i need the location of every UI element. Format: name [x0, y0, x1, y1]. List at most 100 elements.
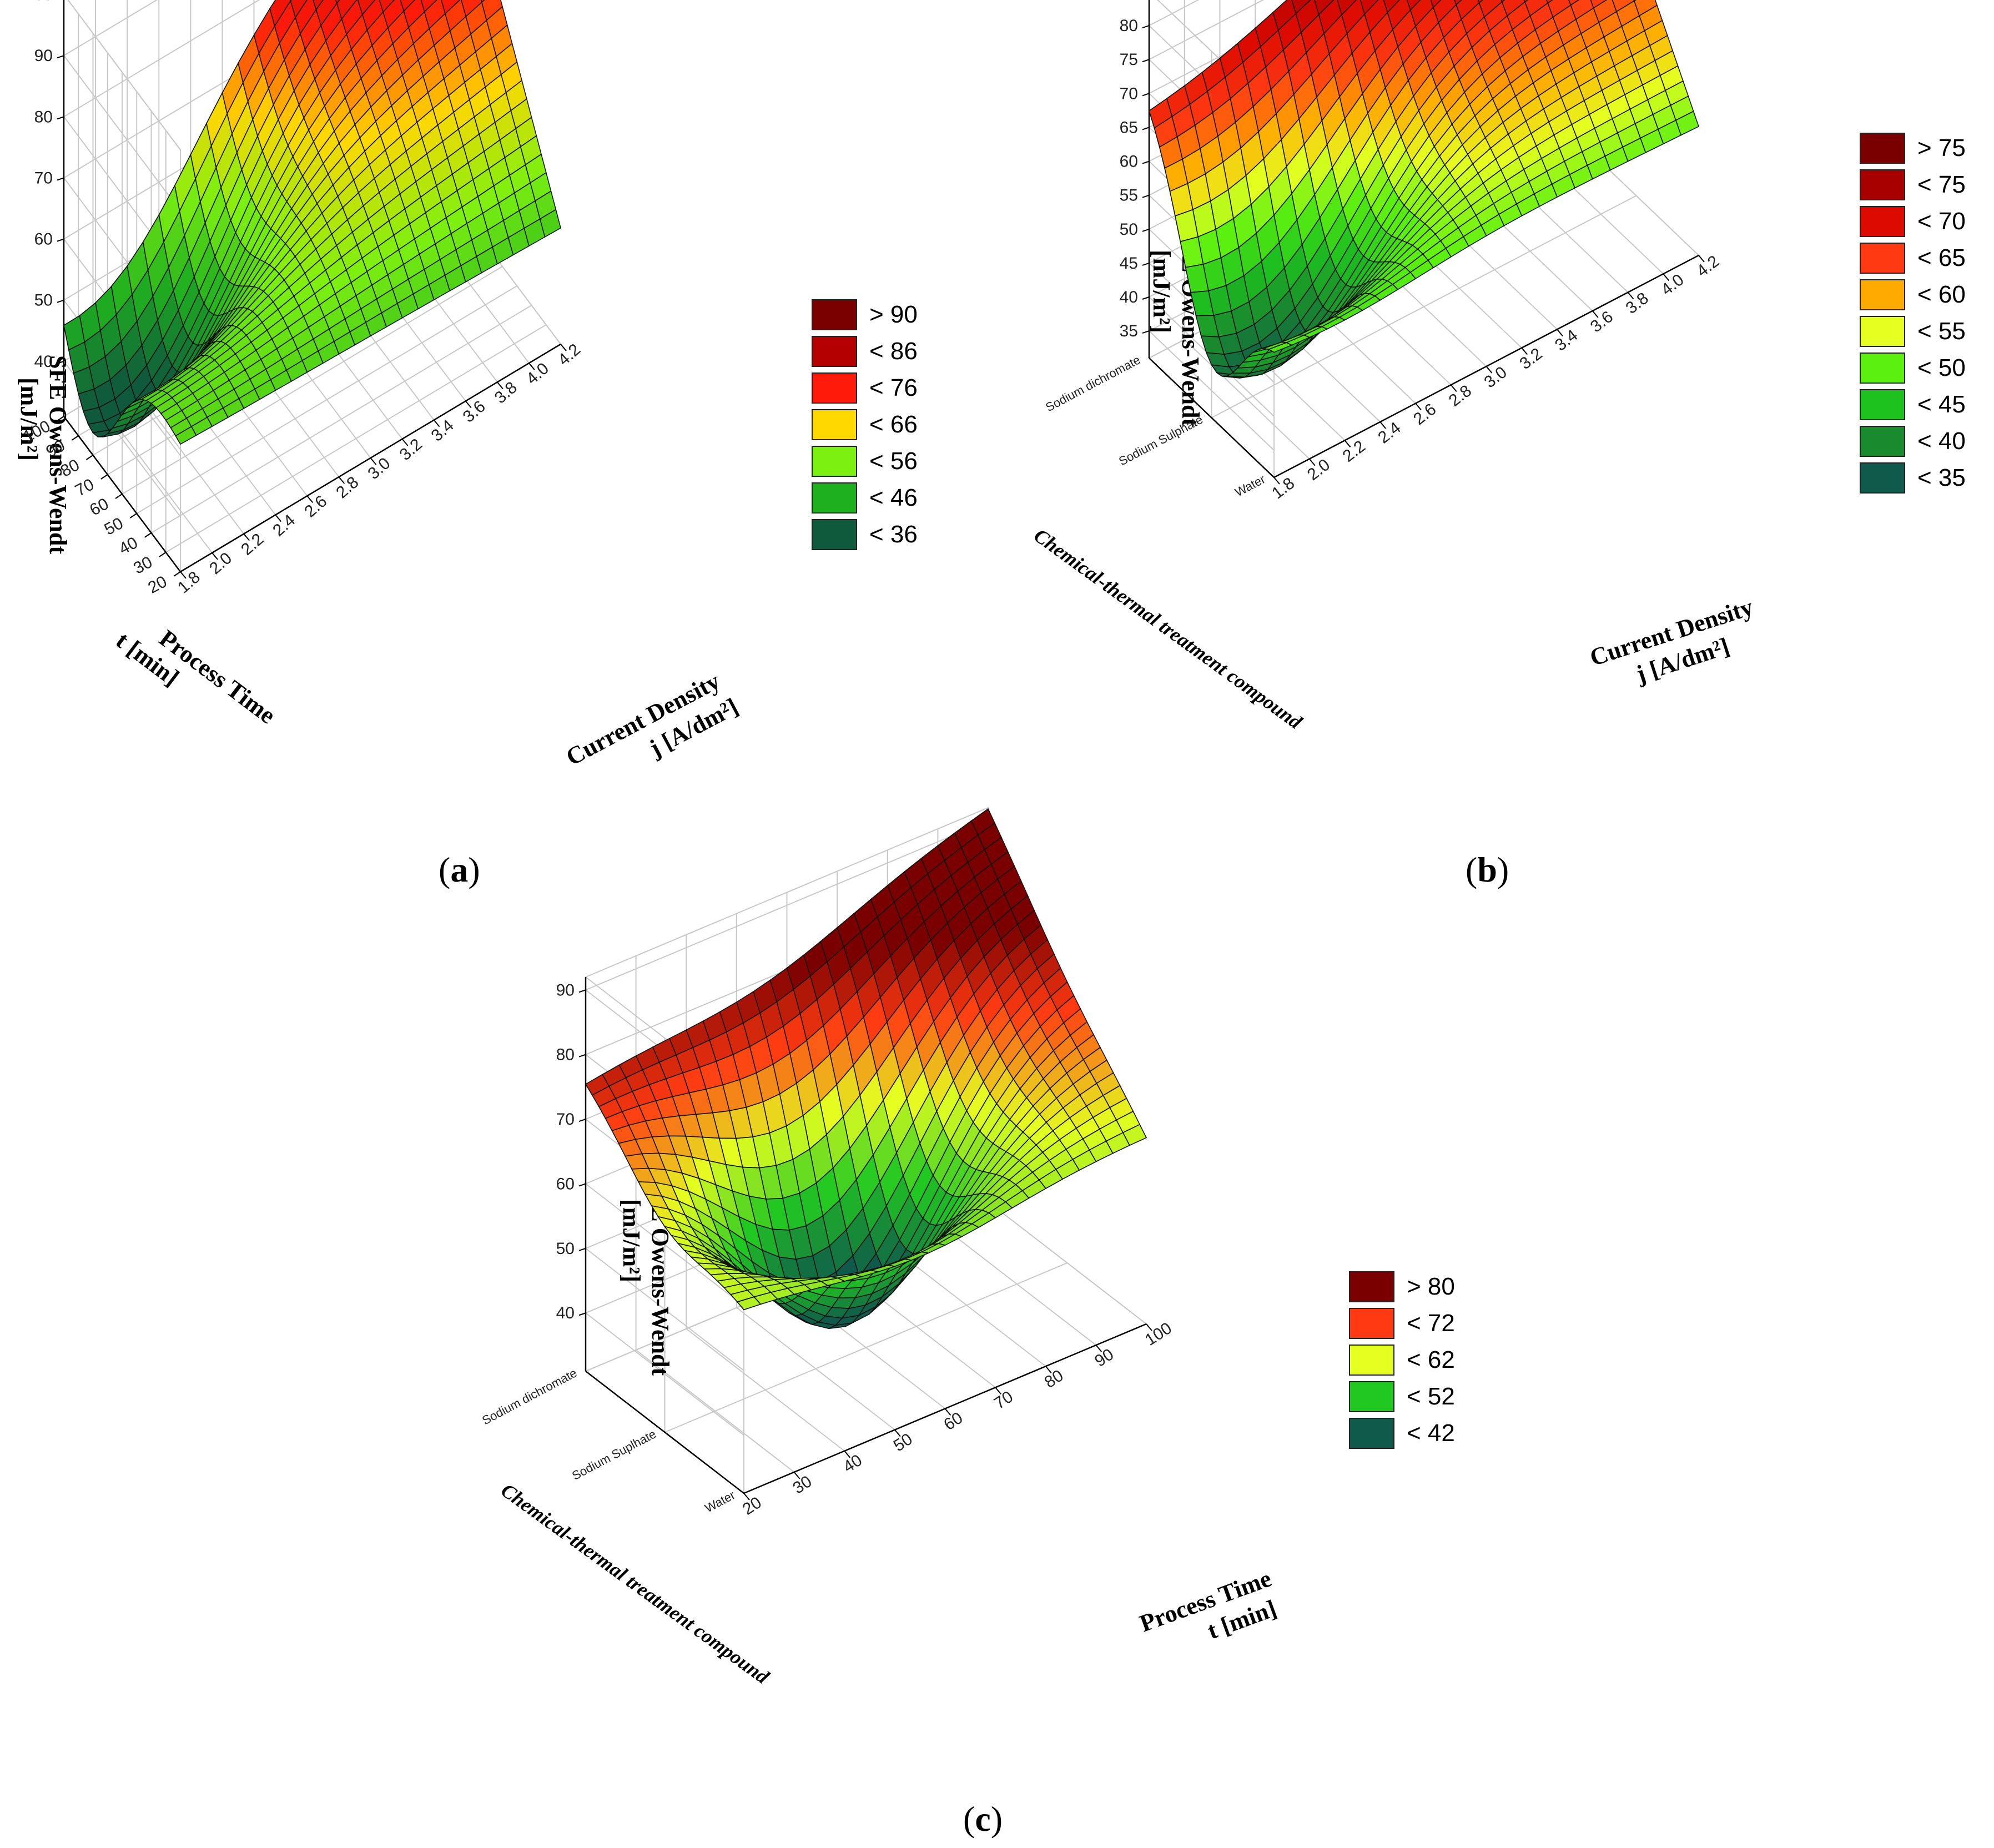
chart-a-y-axis-title: Process Time t [min] — [111, 605, 285, 755]
chart-a-legend-label: < 46 — [869, 484, 918, 511]
chart-b-z-tick-mark — [1142, 296, 1150, 300]
chart-a-legend-swatch — [812, 482, 857, 513]
chart-b-x-tick-mark — [1592, 310, 1599, 318]
chart-c-y-category-label: Sodium dichromate — [480, 1366, 579, 1427]
chart-a-surface — [63, 0, 561, 445]
chart-c-legend-swatch — [1349, 1271, 1394, 1302]
chart-a-x-tick-mark — [497, 381, 503, 389]
chart-c-x-axis-title: Process Time t [min] — [1136, 1563, 1291, 1665]
chart-b-z-tick-label: 65 — [1120, 118, 1138, 137]
chart-c-z-tick-mark — [578, 1183, 586, 1187]
caption-c: (c) — [963, 1799, 1003, 1839]
chart-c-legend-item: < 42 — [1349, 1415, 1455, 1452]
chart-a-x-tick-mark — [275, 514, 282, 522]
chart-b-x-tick-mark — [1521, 348, 1528, 355]
chart-c-z-tick-label: 40 — [556, 1304, 575, 1322]
chart-c-y-category-label: Water — [703, 1488, 738, 1515]
chart-c-x-tick-mark — [995, 1387, 1001, 1395]
chart-c-x-tick-mark — [793, 1472, 800, 1479]
chart-a-legend-swatch — [812, 336, 857, 367]
chart-a-legend-item: < 56 — [812, 443, 918, 480]
chart-c-legend-label: > 80 — [1407, 1273, 1455, 1300]
chart-panel-a: SFE Owens-Wendt [mJ/m²] Process Time t [… — [0, 0, 999, 888]
chart-a-x-tick-mark — [243, 533, 250, 541]
chart-c-legend-label: < 42 — [1407, 1419, 1455, 1447]
caption-b: (b) — [1466, 850, 1509, 889]
chart-c-legend-swatch — [1349, 1308, 1394, 1339]
chart-b-z-tick-label: 70 — [1120, 84, 1138, 103]
chart-a-y-tick-mark — [173, 571, 181, 577]
chart-b-x-tick-mark — [1557, 329, 1563, 336]
chart-b-legend-item: < 60 — [1860, 276, 1966, 313]
chart-c-legend-item: < 72 — [1349, 1305, 1455, 1342]
chart-a-legend: > 90 < 86 < 76 < 66 < 56 < 46 < 36 — [812, 296, 918, 553]
chart-c-x-tick-label: 20 — [739, 1493, 765, 1519]
chart-b-x-tick-mark — [1344, 440, 1351, 447]
chart-b-x-tick-mark — [1273, 477, 1280, 485]
chart-b-legend-item: < 40 — [1860, 423, 1966, 460]
chart-a-legend-item: > 90 — [812, 296, 918, 333]
chart-b-z-tick-mark — [1142, 160, 1150, 164]
chart-b-x-axis-title: Current Density j [A/dm²] — [1587, 591, 1771, 700]
chart-b-x-tick-mark — [1450, 384, 1457, 392]
chart-a-z-tick-label: 100 — [25, 0, 53, 4]
chart-b-legend-swatch — [1860, 279, 1905, 310]
chart-a-y-tick-mark — [85, 455, 94, 460]
chart-b-legend-label: < 50 — [1917, 354, 1966, 381]
chart-c-x-tick-mark — [1045, 1366, 1052, 1373]
chart-a-y-tick-mark — [159, 552, 167, 557]
chart-a-x-tick-mark — [401, 439, 409, 446]
chart-a-legend-item: < 76 — [812, 370, 918, 406]
chart-c-legend-label: < 72 — [1407, 1310, 1455, 1337]
chart-a-z-tick-mark — [57, 55, 64, 59]
chart-c-x-tick-label: 60 — [940, 1409, 966, 1434]
chart-b-legend-swatch — [1860, 133, 1905, 164]
chart-a-y-tick-mark — [100, 474, 108, 480]
chart-b-z-tick-label: 45 — [1120, 254, 1138, 273]
chart-a-z-tick-mark — [57, 360, 64, 364]
chart-a-z-tick-label: 80 — [34, 108, 53, 126]
chart-b-legend-label: < 45 — [1917, 391, 1966, 418]
chart-b-x-tick-mark — [1379, 421, 1387, 429]
chart-c-y-category-label: Sodium Suplhate — [570, 1427, 658, 1483]
caption-a: (a) — [439, 850, 480, 889]
chart-a-y-tick-label: 20 — [145, 572, 170, 597]
chart-c-z-tick-label: 60 — [556, 1175, 575, 1193]
chart-c-z-tick-label: 90 — [556, 981, 575, 999]
chart-c-legend-label: < 52 — [1407, 1383, 1455, 1410]
chart-c-y-axis-line — [585, 1371, 744, 1494]
chart-a-legend-swatch — [812, 519, 857, 550]
chart-a-y-tick-mark — [57, 416, 64, 421]
chart-b-z-tick-label: 35 — [1120, 322, 1138, 340]
chart-a-x-tick-mark — [465, 400, 472, 409]
chart-b-x-tick-mark — [1663, 273, 1670, 281]
chart-a-z-tick-label: 50 — [34, 291, 53, 310]
chart-b-z-tick-mark — [1142, 330, 1150, 334]
chart-b-x-tick-mark — [1308, 459, 1316, 466]
chart-a-x-tick-mark — [306, 495, 314, 503]
chart-a-legend-item: < 86 — [812, 333, 918, 370]
chart-c-y-axis-title: Chemical-thermal treatment compound — [497, 1479, 773, 1688]
chart-a-z-tick-mark — [57, 177, 64, 181]
chart-b-y-category-label: Water — [1233, 472, 1268, 499]
chart-c-z-tick-mark — [578, 1247, 586, 1251]
chart-b-x-tick-mark — [1415, 403, 1422, 411]
chart-c-legend-item: > 80 — [1349, 1268, 1455, 1305]
chart-a-floor-gridline-y — [122, 266, 503, 495]
chart-c-legend-label: < 62 — [1407, 1346, 1455, 1373]
chart-c-x-tick-mark — [1146, 1323, 1152, 1331]
chart-c-z-tick-label: 80 — [556, 1046, 575, 1064]
chart-c-x-tick-label: 40 — [840, 1451, 865, 1477]
chart-a-x-tick-mark — [212, 552, 218, 560]
chart-b-legend-swatch — [1860, 462, 1905, 494]
chart-a-gridline-z — [67, 0, 181, 150]
chart-c-floor-gridline-y — [664, 1262, 1068, 1433]
chart-c-x-tick-mark — [844, 1451, 851, 1458]
chart-a-z-tick-mark — [57, 116, 64, 120]
chart-a-legend-label: < 56 — [869, 447, 918, 475]
surface-chart-a: SFE Owens-Wendt [mJ/m²] Process Time t [… — [16, 0, 743, 771]
chart-c-x-tick-mark — [894, 1429, 901, 1437]
chart-b-surface — [1149, 0, 1699, 379]
chart-c-z-tick-mark — [578, 1054, 586, 1058]
chart-c-x-tick-mark — [1095, 1345, 1102, 1352]
